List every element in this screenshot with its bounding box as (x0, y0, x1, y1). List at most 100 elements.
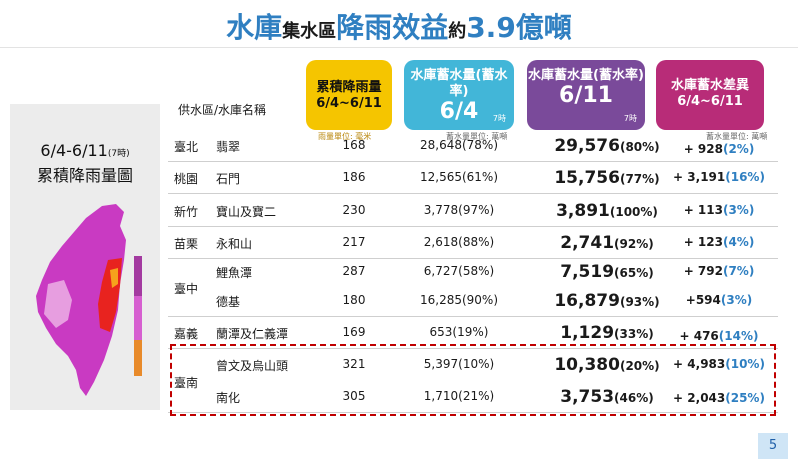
title-part-reservoir: 水庫 (226, 11, 283, 44)
row-storage-0611-pct: (77%) (619, 172, 660, 186)
header-storage-0604: 水庫蓄水量(蓄水率) 6/4 7時 (404, 60, 514, 130)
header-storage-difference: 水庫蓄水差異 6/4~6/11 (656, 60, 764, 130)
row-difference: + 113(3%) (660, 203, 778, 217)
row-difference-value: + 928 (683, 142, 723, 156)
row-storage-0604: 28,648(78%) (419, 138, 499, 152)
row-storage-0611: 1,129(33%) (542, 323, 672, 343)
row-reservoir: 石門 (216, 172, 241, 186)
row-storage-0611: 29,576(80%) (542, 136, 672, 156)
rainfall-map-time: (7時) (107, 149, 130, 159)
header-storage-0611: 水庫蓄水量(蓄水率) 6/11 7時 (527, 60, 645, 130)
row-difference-value: + 792 (683, 264, 723, 278)
row-difference-pct: (10%) (725, 357, 765, 371)
row-difference-pct: (16%) (725, 170, 765, 184)
row-storage-0604: 1,710(21%) (423, 389, 495, 403)
row-city: 桃園 (174, 172, 199, 186)
row-difference-value: + 3,191 (673, 170, 726, 184)
row-divider (168, 412, 778, 413)
row-storage-0604: 5,397(10%) (423, 357, 495, 371)
row-storage-0611-value: 10,380 (554, 355, 620, 375)
rain-legend-bar-lower (134, 340, 142, 376)
row-difference: + 476(14%) (660, 329, 778, 343)
rainfall-map-label: 累積降雨量圖 (36, 166, 133, 185)
row-storage-0611-pct: (20%) (619, 359, 660, 373)
row-rain: 169 (342, 325, 366, 339)
page-number: 5 (758, 433, 788, 459)
row-city: 嘉義 (174, 327, 199, 341)
rain-peak-spot (110, 268, 118, 288)
rain-legend-bar (134, 256, 142, 376)
rainfall-map-title: 6/4-6/11(7時) 累積降雨量圖 (10, 140, 160, 187)
row-difference: + 792(7%) (660, 264, 778, 278)
header-diff-line2: 6/4~6/11 (677, 94, 743, 109)
row-rain: 168 (342, 138, 366, 152)
row-storage-0611: 7,519(65%) (542, 262, 672, 282)
row-difference-value: + 113 (683, 203, 723, 217)
row-storage-0604: 16,285(90%) (419, 293, 499, 307)
row-storage-0604: 653(19%) (429, 325, 489, 339)
row-label-header: 供水區/水庫名稱 (178, 103, 267, 117)
row-difference-pct: (25%) (725, 391, 765, 405)
rain-light-west-zone (44, 280, 72, 328)
header-rain-line2: 6/4~6/11 (316, 96, 382, 111)
rain-legend-bar-upper (134, 256, 142, 296)
row-storage-0611-value: 15,756 (554, 168, 620, 188)
row-reservoir: 翡翠 (216, 140, 241, 154)
row-divider (168, 226, 778, 227)
row-difference: +594(3%) (660, 293, 778, 307)
row-difference-value: + 123 (683, 235, 723, 249)
header-s64-line1: 水庫蓄水量(蓄水率) (410, 68, 508, 99)
row-divider (168, 316, 778, 317)
row-storage-0611-pct: (33%) (614, 327, 654, 341)
row-storage-0611: 10,380(20%) (542, 355, 672, 375)
row-storage-0611-value: 2,741 (560, 233, 615, 253)
row-difference-pct: (2%) (722, 142, 755, 156)
row-city: 苗栗 (174, 237, 199, 251)
header-s611-time: 7時 (623, 114, 637, 123)
row-storage-0611: 3,891(100%) (542, 201, 672, 221)
row-difference: + 2,043(25%) (660, 391, 778, 405)
row-divider (168, 193, 778, 194)
header-s64-time: 7時 (492, 114, 506, 123)
row-storage-0611: 15,756(77%) (542, 168, 672, 188)
row-reservoir: 曾文及烏山頭 (216, 359, 289, 373)
row-reservoir: 鯉魚潭 (216, 266, 253, 280)
row-divider (168, 258, 778, 259)
row-storage-0611: 16,879(93%) (542, 291, 672, 311)
row-difference-pct: (3%) (722, 203, 755, 217)
row-storage-0611-pct: (92%) (614, 237, 654, 251)
row-difference-value: + 4,983 (673, 357, 726, 371)
row-storage-0611-pct: (80%) (619, 140, 660, 154)
row-storage-0611-pct: (93%) (619, 295, 660, 309)
row-storage-0604: 6,727(58%) (423, 264, 495, 278)
row-difference: + 123(4%) (660, 235, 778, 249)
diff-unit-note: 蓄水量單位: 萬噸 (706, 132, 768, 141)
row-storage-0611: 2,741(92%) (542, 233, 672, 253)
row-city-tainan: 臺南 (174, 376, 199, 390)
row-city: 新竹 (174, 205, 199, 219)
row-storage-0611-pct: (65%) (614, 266, 654, 280)
rainfall-map-panel: 6/4-6/11(7時) 累積降雨量圖 (10, 104, 160, 410)
row-rain: 186 (342, 170, 366, 184)
row-rain: 180 (342, 293, 366, 307)
rainfall-map-period: 6/4-6/11 (40, 141, 108, 160)
row-difference: + 928(2%) (660, 142, 778, 156)
row-rain: 230 (342, 203, 366, 217)
storage-unit-note: 蓄水量單位: 萬噸 (446, 132, 508, 141)
row-difference-pct: (3%) (720, 293, 753, 307)
row-difference-pct: (14%) (718, 329, 759, 343)
row-storage-0611-value: 16,879 (554, 291, 620, 311)
row-difference-value: + 476 (679, 329, 719, 343)
row-storage-0611-value: 7,519 (560, 262, 615, 282)
title-part-catchment: 集水區 (282, 21, 337, 42)
row-reservoir: 寶山及寶二 (216, 205, 277, 219)
row-reservoir: 德基 (216, 295, 241, 309)
title-divider (0, 47, 798, 48)
row-rain: 321 (342, 357, 366, 371)
header-cumulative-rain: 累積降雨量 6/4~6/11 (306, 60, 392, 130)
row-storage-0611-value: 3,891 (556, 201, 610, 221)
row-storage-0611-pct: (100%) (609, 205, 658, 219)
row-city: 臺北 (174, 140, 199, 154)
header-s611-line1: 水庫蓄水量(蓄水率) (528, 68, 644, 83)
row-storage-0611-value: 1,129 (560, 323, 615, 343)
